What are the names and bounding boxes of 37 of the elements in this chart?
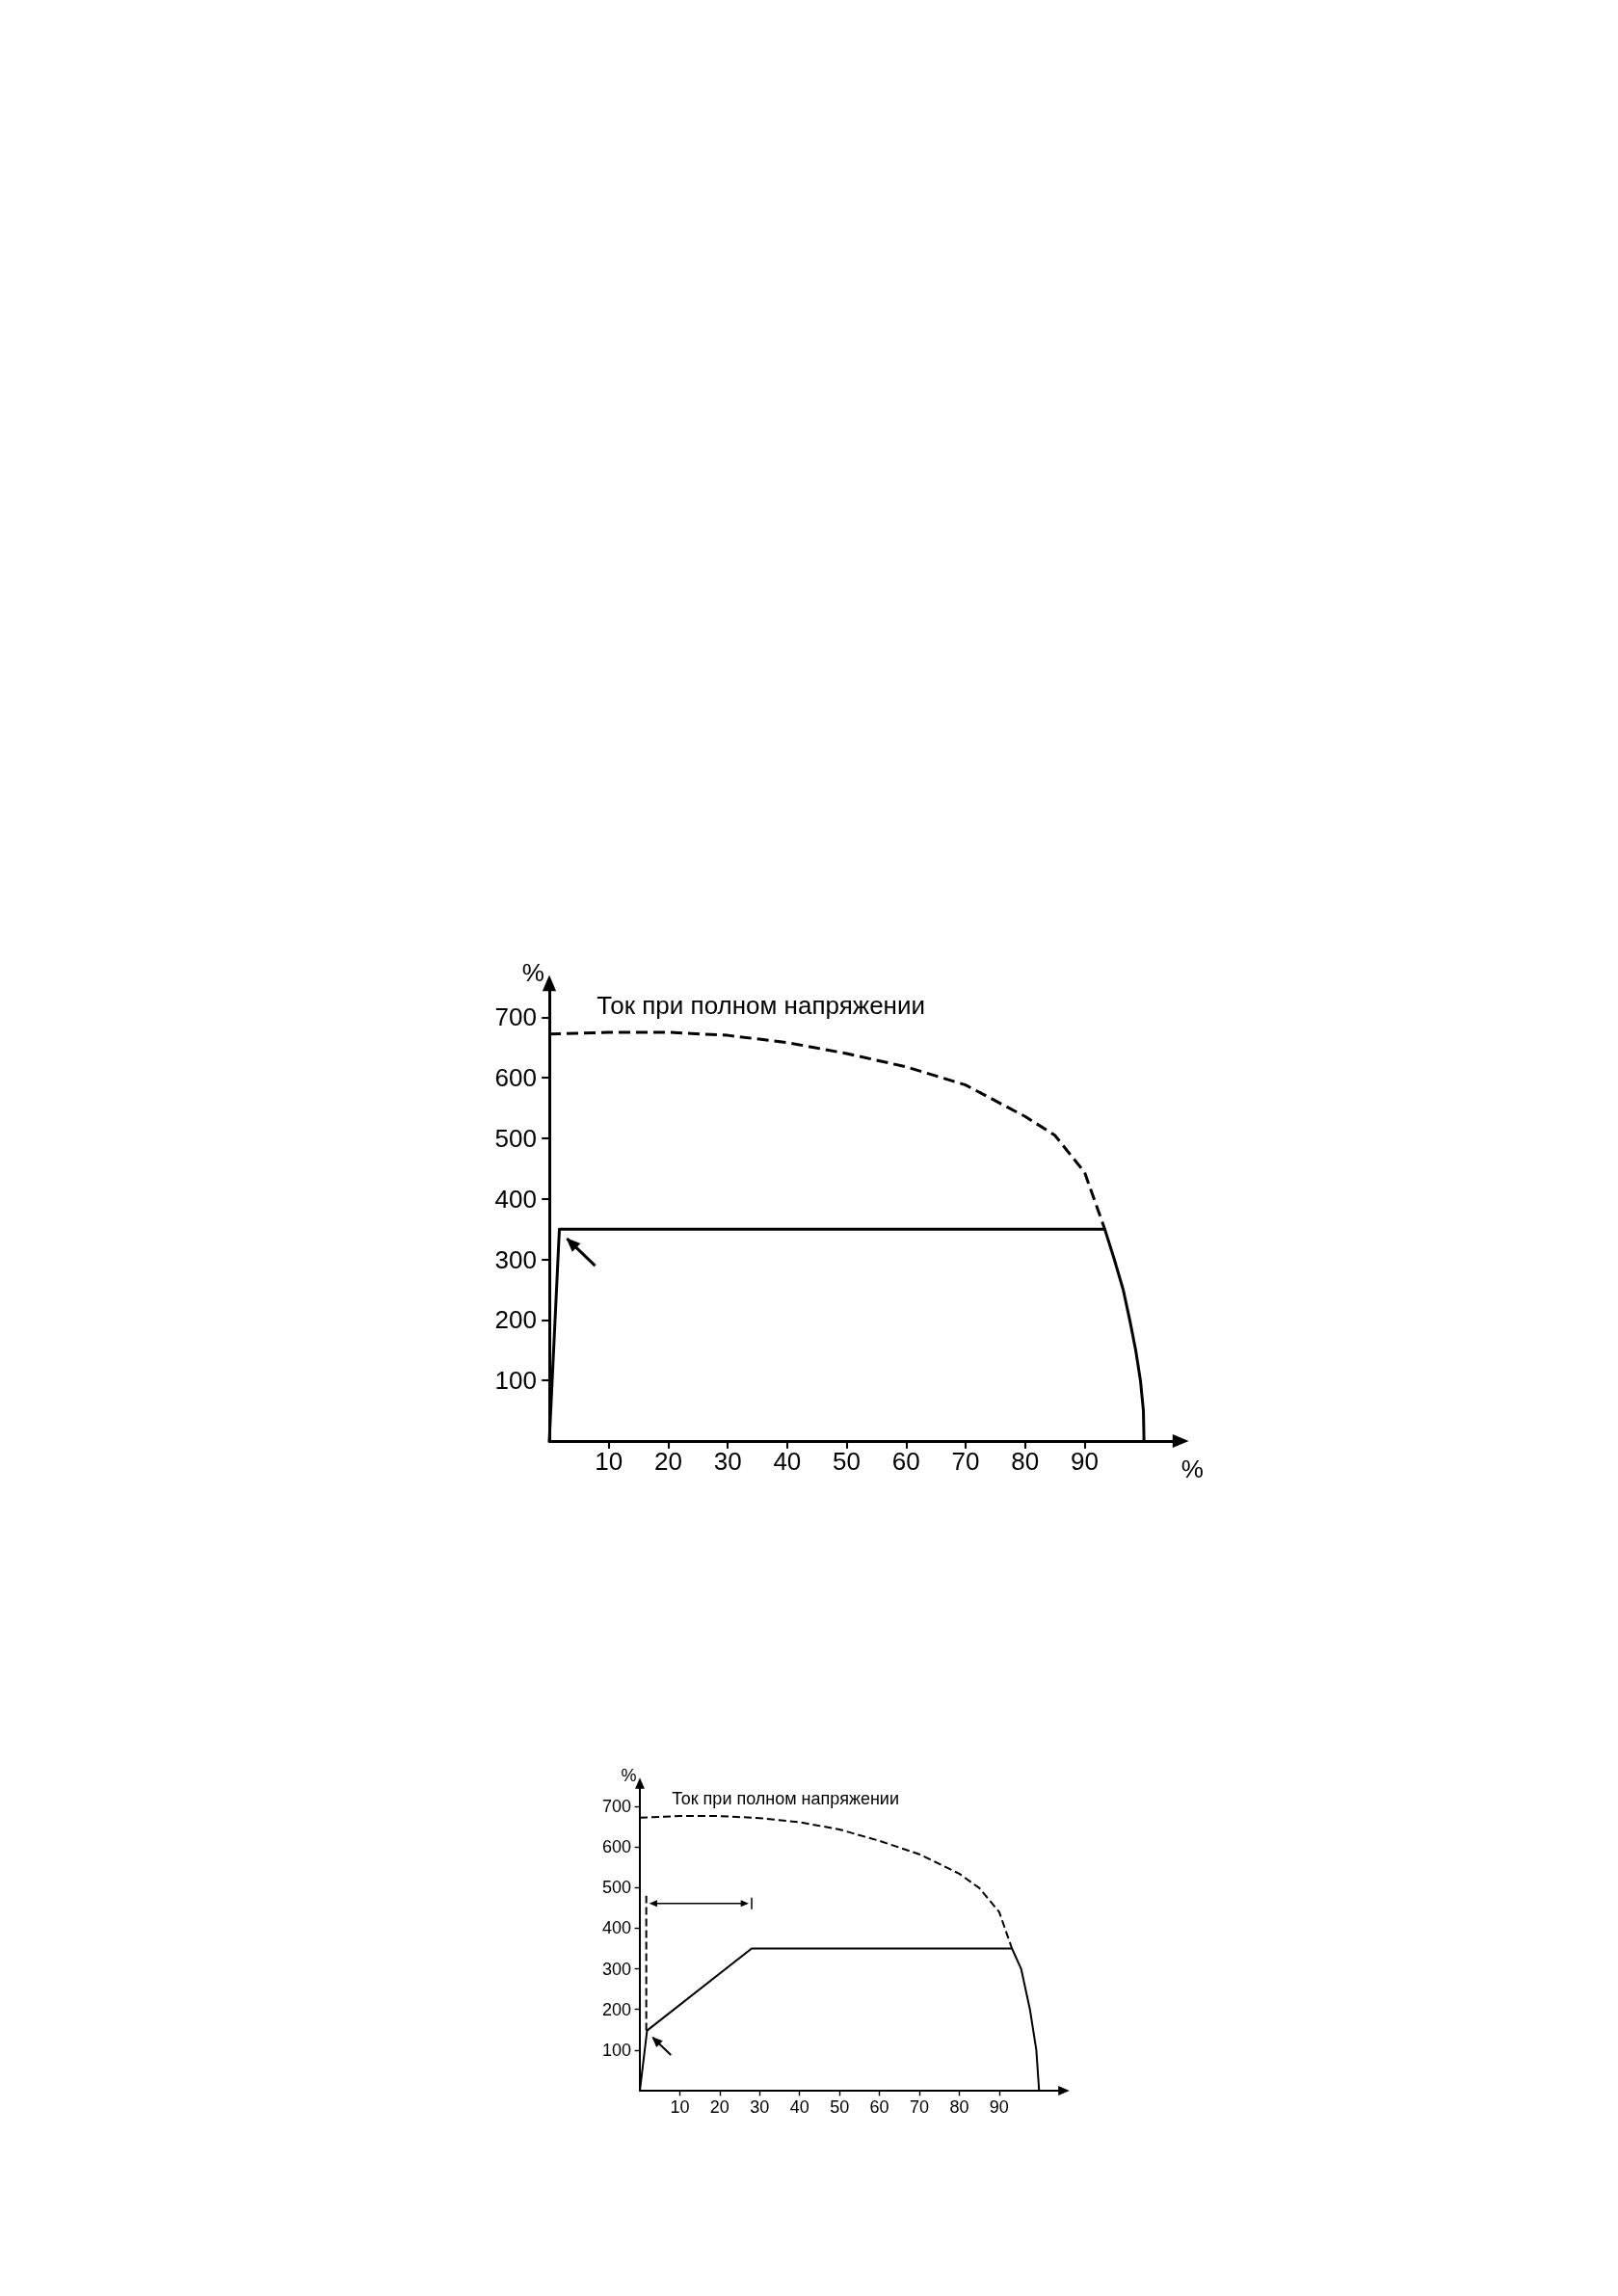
x-tick-label: 60: [869, 2097, 889, 2117]
y-tick-label: 600: [601, 1837, 631, 1857]
x-tick-label: 80: [1011, 1447, 1040, 1476]
x-tick-label: 20: [709, 2097, 729, 2117]
x-tick-label: 50: [833, 1447, 862, 1476]
annotation: Ток при полном напряжении: [597, 991, 926, 1021]
y-axis-title: %: [621, 1766, 637, 1786]
y-tick-label: 500: [494, 1123, 537, 1153]
y-tick-label: 300: [601, 1959, 631, 1979]
x-tick-label: 40: [773, 1447, 802, 1476]
y-axis-title: %: [521, 957, 544, 987]
y-tick-label: 400: [494, 1184, 537, 1214]
y-tick-label: 100: [494, 1366, 537, 1396]
x-axis-title: %: [1180, 1454, 1204, 1483]
y-tick-label: 300: [494, 1244, 537, 1274]
y-tick-label: 500: [601, 1878, 631, 1898]
x-tick-label: 80: [949, 2097, 969, 2117]
y-tick-label: 700: [494, 1002, 537, 1032]
x-tick-label: 10: [670, 2097, 690, 2117]
annotation: Ток при полном напряжении: [672, 1788, 899, 1808]
x-tick-label: 40: [789, 2097, 809, 2117]
x-tick-label: 30: [750, 2097, 770, 2117]
x-tick-label: 60: [891, 1447, 920, 1476]
x-tick-label: 70: [951, 1447, 980, 1476]
y-tick-label: 700: [601, 1796, 631, 1816]
y-tick-label: 200: [494, 1305, 537, 1335]
y-tick-label: 200: [601, 1999, 631, 2019]
y-tick-label: 600: [494, 1063, 537, 1093]
x-tick-label: 50: [830, 2097, 850, 2117]
x-tick-label: 10: [595, 1447, 623, 1476]
x-tick-label: 30: [713, 1447, 742, 1476]
x-tick-label: 90: [1070, 1447, 1099, 1476]
y-tick-label: 400: [601, 1918, 631, 1938]
x-tick-label: 90: [989, 2097, 1009, 2117]
x-tick-label: 20: [653, 1447, 682, 1476]
y-tick-label: 100: [601, 2040, 631, 2060]
x-tick-label: 70: [909, 2097, 930, 2117]
